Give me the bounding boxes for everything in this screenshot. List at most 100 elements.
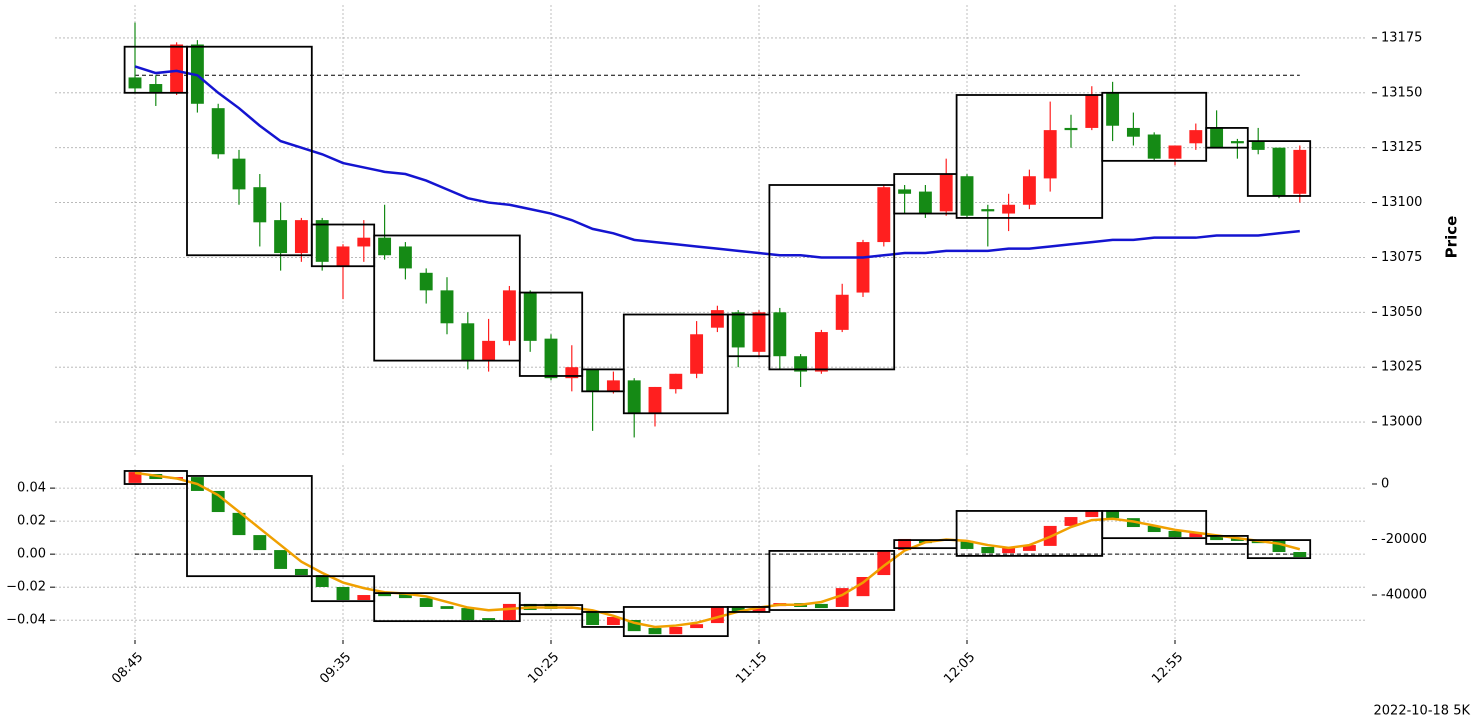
range-box: [1246, 140, 1312, 197]
candle-body: [315, 220, 329, 262]
candle-body: [918, 191, 932, 214]
x-tick-label: 11:15: [733, 650, 770, 687]
candle-body: [1002, 204, 1016, 214]
candle-body: [773, 312, 787, 357]
candle-body: [814, 603, 828, 609]
range-box: [622, 606, 729, 638]
candle-body: [1272, 147, 1286, 196]
y-tick-label: 13075: [1381, 250, 1422, 265]
x-tick-label: 10:25: [525, 650, 562, 687]
range-box: [768, 550, 896, 611]
y-tick-label: 13000: [1381, 415, 1422, 430]
candle-body: [1064, 127, 1078, 131]
candle-body: [669, 373, 683, 390]
candle-body: [835, 294, 849, 330]
candle-body: [690, 334, 704, 374]
candle-body: [690, 624, 704, 629]
candle-body: [1147, 525, 1161, 533]
candle-body: [1002, 547, 1016, 554]
candle-body: [856, 242, 870, 293]
candle-body: [752, 606, 766, 612]
candle-body: [731, 606, 745, 612]
candle-body: [253, 187, 267, 223]
candle-body: [960, 540, 974, 549]
range-box: [1101, 510, 1208, 540]
candle-body: [1189, 130, 1203, 144]
candle-body: [378, 591, 392, 597]
candle-body: [1293, 149, 1307, 194]
candle-body: [1126, 127, 1140, 137]
candle-body: [586, 611, 600, 626]
candle-body: [482, 618, 496, 621]
candle-body: [523, 292, 537, 341]
candle-body: [336, 246, 350, 267]
candle-body: [1022, 545, 1036, 551]
candle-body: [232, 512, 246, 536]
candle-body: [378, 237, 392, 256]
candle-body: [898, 538, 912, 551]
candle-body: [648, 628, 662, 635]
candle-body: [294, 568, 308, 576]
candle-body: [1106, 92, 1120, 126]
candle-body: [898, 189, 912, 194]
candle-body: [606, 380, 620, 392]
candle-body: [274, 550, 288, 569]
y2-tick-label: -40000: [1381, 588, 1427, 603]
candle-body: [398, 593, 412, 599]
x-tick-label: 12:55: [1149, 650, 1186, 687]
range-box: [1205, 127, 1249, 149]
y2-tick-label: -20000: [1381, 532, 1427, 547]
candle-body: [315, 575, 329, 587]
x-tick-label: 08:45: [109, 650, 146, 687]
range-box: [1101, 91, 1208, 162]
candle-body: [1043, 130, 1057, 179]
y2-tick-label: 0: [1381, 477, 1389, 492]
moving-average-line: [134, 65, 1300, 259]
y-tick-label: 13025: [1381, 360, 1422, 375]
candle-body: [627, 380, 641, 414]
candle-body: [461, 323, 475, 361]
candle-body: [170, 44, 184, 93]
candle-body: [274, 220, 288, 254]
candle-body: [502, 603, 516, 621]
candle-body: [419, 598, 433, 607]
range-box: [622, 313, 729, 415]
footer: 2022-10-18 5K: [1374, 704, 1471, 719]
candle-body: [1106, 510, 1120, 519]
x-tick-label: 09:35: [317, 650, 354, 687]
candle-body: [357, 237, 371, 247]
candle-body: [731, 312, 745, 348]
candle-body: [752, 312, 766, 352]
candle-body: [357, 595, 371, 601]
candle-body: [128, 472, 142, 483]
candle-body: [981, 209, 995, 212]
range-box: [186, 45, 313, 257]
candle-body: [1293, 552, 1307, 558]
y-tick-label: 13125: [1381, 140, 1422, 155]
candle-body: [149, 84, 163, 93]
candle-body: [1251, 141, 1265, 150]
x-tick-label: 12:05: [941, 650, 978, 687]
candle-body: [710, 310, 724, 328]
candle-body: [1085, 510, 1099, 518]
candle-body: [502, 290, 516, 341]
candle-body: [336, 586, 350, 601]
candle-body: [398, 246, 412, 269]
y-tick-label: −0.02: [6, 580, 46, 595]
y-axis-label: Price: [1443, 216, 1461, 259]
range-box: [518, 604, 584, 616]
candle-body: [1168, 530, 1182, 538]
candle-body: [440, 606, 454, 609]
range-box: [518, 291, 584, 377]
candle-body: [461, 608, 475, 621]
y-tick-label: −0.04: [6, 613, 46, 628]
candle-body: [648, 386, 662, 414]
candle-body: [1230, 538, 1244, 541]
candle-body: [1022, 176, 1036, 205]
candle-body: [1189, 533, 1203, 538]
y-tick-label: 13100: [1381, 195, 1422, 210]
candle-body: [1210, 127, 1224, 148]
candle-body: [606, 616, 620, 626]
y-tick-label: 13175: [1381, 30, 1422, 45]
